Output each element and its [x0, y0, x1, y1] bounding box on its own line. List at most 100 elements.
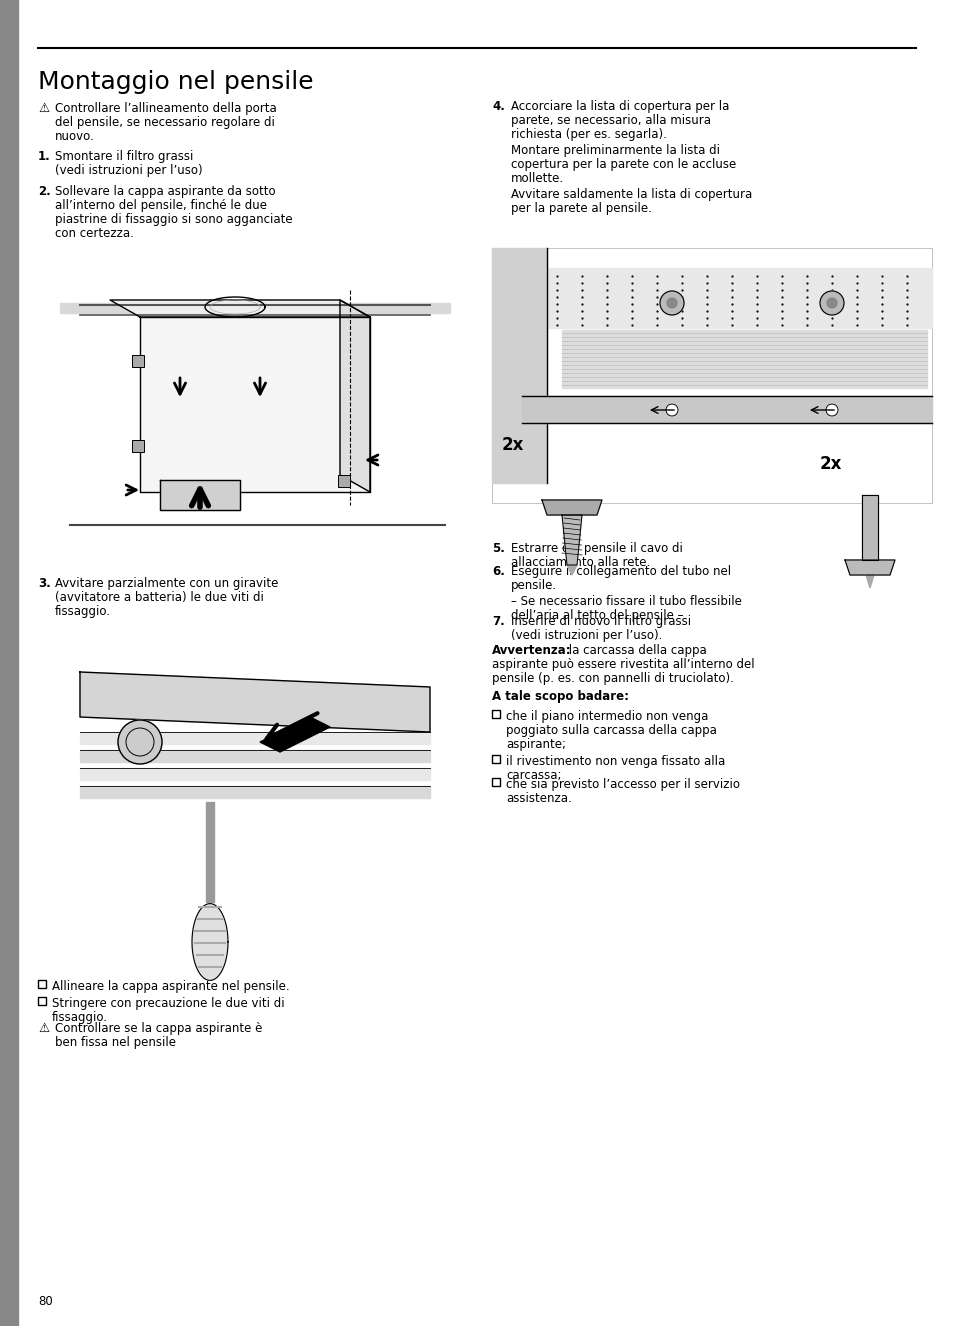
Text: copertura per la parete con le accluse: copertura per la parete con le accluse — [511, 158, 736, 171]
Polygon shape — [80, 672, 430, 732]
Circle shape — [659, 290, 683, 316]
Text: Inserire di nuovo il filtro grassi: Inserire di nuovo il filtro grassi — [511, 615, 690, 629]
Text: Avvertenza:: Avvertenza: — [492, 644, 571, 656]
Text: carcassa;: carcassa; — [505, 769, 561, 782]
Text: per la parete al pensile.: per la parete al pensile. — [511, 202, 651, 215]
Text: Eseguire il collegamento del tubo nel: Eseguire il collegamento del tubo nel — [511, 565, 730, 578]
Text: aspirante;: aspirante; — [505, 739, 565, 751]
Bar — [0, 0, 18, 1326]
Circle shape — [820, 290, 843, 316]
Text: fissaggio.: fissaggio. — [52, 1010, 108, 1024]
Text: all’interno del pensile, finché le due: all’interno del pensile, finché le due — [55, 199, 267, 212]
Circle shape — [666, 298, 677, 308]
Polygon shape — [546, 268, 931, 328]
Polygon shape — [339, 300, 370, 492]
Text: 7.: 7. — [492, 615, 504, 629]
Polygon shape — [862, 495, 877, 560]
Text: mollette.: mollette. — [511, 172, 563, 186]
Polygon shape — [80, 786, 430, 798]
Text: (vedi istruzioni per l’uso).: (vedi istruzioni per l’uso). — [511, 629, 661, 642]
Text: 3.: 3. — [38, 577, 51, 590]
Text: (avvitatore a batteria) le due viti di: (avvitatore a batteria) le due viti di — [55, 591, 264, 605]
Text: che il piano intermedio non venga: che il piano intermedio non venga — [505, 709, 708, 723]
Text: Estrarre dal pensile il cavo di: Estrarre dal pensile il cavo di — [511, 542, 682, 556]
Text: il rivestimento non venga fissato alla: il rivestimento non venga fissato alla — [505, 754, 724, 768]
Circle shape — [118, 720, 162, 764]
Text: – Se necessario fissare il tubo flessibile: – Se necessario fissare il tubo flessibi… — [511, 595, 741, 609]
Polygon shape — [566, 565, 577, 575]
Bar — [492, 778, 499, 786]
Text: poggiato sulla carcassa della cappa: poggiato sulla carcassa della cappa — [505, 724, 716, 737]
Text: 2.: 2. — [38, 186, 51, 198]
Text: Avvitare saldamente la lista di copertura: Avvitare saldamente la lista di copertur… — [511, 188, 752, 202]
Text: ⚠: ⚠ — [38, 102, 50, 115]
Bar — [60, 633, 439, 952]
Text: Smontare il filtro grassi: Smontare il filtro grassi — [55, 150, 193, 163]
Text: 2x: 2x — [501, 436, 524, 453]
Polygon shape — [844, 560, 894, 575]
Text: aspirante può essere rivestita all’interno del: aspirante può essere rivestita all’inter… — [492, 658, 754, 671]
Bar — [492, 709, 499, 717]
Polygon shape — [561, 514, 581, 565]
Polygon shape — [541, 500, 601, 514]
Text: (vedi istruzioni per l’uso): (vedi istruzioni per l’uso) — [55, 164, 202, 176]
Text: Allineare la cappa aspirante nel pensile.: Allineare la cappa aspirante nel pensile… — [52, 980, 290, 993]
Bar — [38, 980, 46, 988]
Polygon shape — [192, 903, 228, 980]
Text: 5.: 5. — [492, 542, 504, 556]
Bar — [492, 754, 499, 762]
Text: 4.: 4. — [492, 99, 504, 113]
Text: 1.: 1. — [38, 150, 51, 163]
Circle shape — [825, 404, 837, 416]
Polygon shape — [160, 480, 240, 511]
Polygon shape — [260, 717, 330, 752]
Polygon shape — [561, 330, 926, 389]
Text: che sia previsto l’accesso per il servizio: che sia previsto l’accesso per il serviz… — [505, 778, 740, 792]
Text: Montare preliminarmente la lista di: Montare preliminarmente la lista di — [511, 145, 720, 156]
Polygon shape — [206, 802, 213, 902]
Polygon shape — [80, 732, 430, 744]
Text: Avvitare parzialmente con un giravite: Avvitare parzialmente con un giravite — [55, 577, 278, 590]
Polygon shape — [80, 751, 430, 762]
Polygon shape — [865, 575, 873, 587]
Text: Stringere con precauzione le due viti di: Stringere con precauzione le due viti di — [52, 997, 284, 1010]
Text: Controllare se la cappa aspirante è: Controllare se la cappa aspirante è — [55, 1022, 262, 1036]
Bar — [38, 997, 46, 1005]
Text: Sollevare la cappa aspirante da sotto: Sollevare la cappa aspirante da sotto — [55, 186, 275, 198]
Text: A tale scopo badare:: A tale scopo badare: — [492, 690, 628, 703]
Bar — [132, 440, 144, 452]
Text: 6.: 6. — [492, 565, 504, 578]
Text: con certezza.: con certezza. — [55, 227, 133, 240]
Polygon shape — [521, 396, 931, 423]
Polygon shape — [110, 300, 370, 317]
Polygon shape — [60, 304, 450, 313]
Text: dell’aria al tetto del pensile –.: dell’aria al tetto del pensile –. — [511, 609, 686, 622]
Bar — [492, 248, 931, 503]
Bar — [60, 245, 450, 550]
Text: nuovo.: nuovo. — [55, 130, 94, 143]
Text: ⚠: ⚠ — [38, 1022, 50, 1036]
Text: parete, se necessario, alla misura: parete, se necessario, alla misura — [511, 114, 710, 127]
Text: piastrine di fissaggio si sono agganciate: piastrine di fissaggio si sono agganciat… — [55, 213, 293, 225]
Text: pensile (p. es. con pannelli di truciolato).: pensile (p. es. con pannelli di truciola… — [492, 672, 733, 686]
Polygon shape — [492, 248, 546, 483]
Polygon shape — [80, 768, 430, 780]
Bar — [132, 355, 144, 367]
Text: ben fissa nel pensile: ben fissa nel pensile — [55, 1036, 175, 1049]
Text: Controllare l’allineamento della porta: Controllare l’allineamento della porta — [55, 102, 276, 115]
Text: 80: 80 — [38, 1296, 52, 1307]
Text: fissaggio.: fissaggio. — [55, 605, 111, 618]
Circle shape — [826, 298, 836, 308]
Text: assistenza.: assistenza. — [505, 792, 571, 805]
Circle shape — [665, 404, 678, 416]
Text: del pensile, se necessario regolare di: del pensile, se necessario regolare di — [55, 115, 274, 129]
Text: Montaggio nel pensile: Montaggio nel pensile — [38, 70, 314, 94]
Text: Accorciare la lista di copertura per la: Accorciare la lista di copertura per la — [511, 99, 729, 113]
Polygon shape — [140, 317, 370, 492]
Text: allacciamento alla rete.: allacciamento alla rete. — [511, 556, 650, 569]
Text: pensile.: pensile. — [511, 579, 557, 591]
Bar — [337, 475, 350, 487]
Text: 2x: 2x — [820, 455, 841, 473]
Text: richiesta (per es. segarla).: richiesta (per es. segarla). — [511, 129, 666, 141]
Text: la carcassa della cappa: la carcassa della cappa — [564, 644, 706, 656]
